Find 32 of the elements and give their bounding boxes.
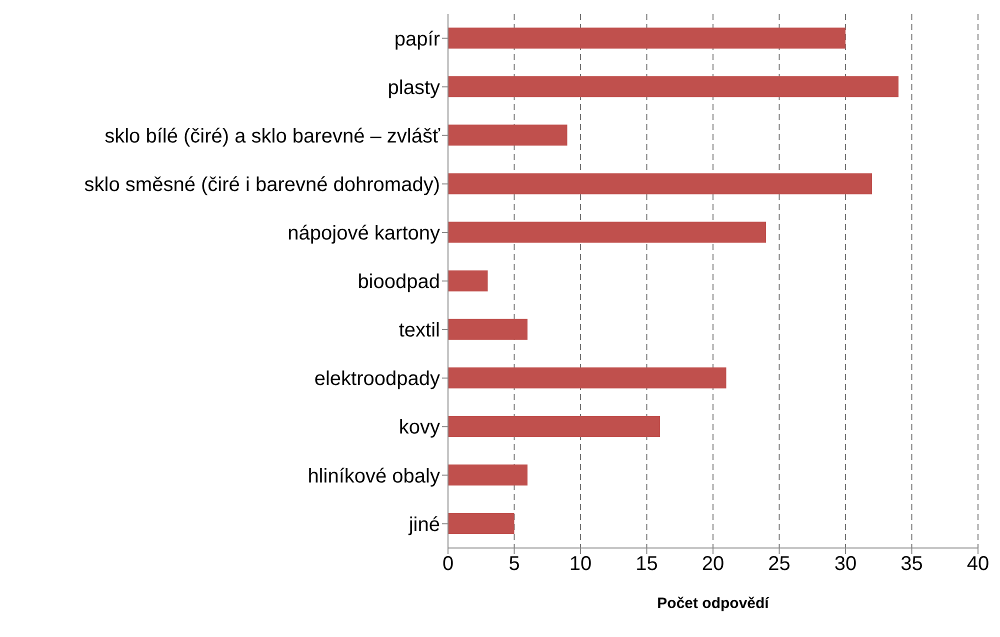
x-tick-label: 25 — [768, 553, 790, 576]
y-tick-label: jiné — [408, 514, 440, 536]
y-tick-label: nápojové kartony — [288, 222, 440, 245]
x-tick-label: 10 — [569, 553, 592, 576]
x-tick-label: 20 — [702, 553, 724, 576]
x-tick-label: 0 — [442, 553, 454, 576]
bar — [448, 222, 766, 243]
y-tick-label: textil — [398, 320, 440, 342]
bar — [448, 124, 568, 146]
x-axis-title: Počet odpovědí — [657, 595, 770, 612]
bar — [448, 28, 846, 49]
bar — [448, 270, 488, 292]
y-tick-label: elektroodpady — [314, 368, 440, 390]
y-tick-label: sklo směsné (čiré i barevné dohromady) — [84, 174, 440, 196]
y-tick-label: plasty — [388, 76, 440, 99]
y-tick-label: papír — [394, 28, 440, 50]
bar — [448, 318, 528, 340]
x-tick-label: 15 — [636, 553, 658, 576]
bar — [448, 513, 514, 534]
y-tick-label: bioodpad — [358, 271, 440, 294]
x-tick-label: 5 — [508, 553, 520, 576]
y-tick-label: hliníkové obaly — [308, 465, 440, 488]
x-tick-label: 35 — [900, 553, 923, 576]
y-tick-label: sklo bílé (čiré) a sklo barevné – zvlášť — [104, 125, 440, 148]
bar — [448, 367, 726, 388]
y-tick-label: kovy — [398, 416, 440, 439]
bar — [448, 464, 528, 486]
bar — [448, 173, 872, 194]
x-tick-label: 40 — [966, 553, 990, 576]
bar — [448, 416, 660, 437]
bar — [448, 76, 898, 98]
x-tick-label: 30 — [834, 553, 857, 576]
